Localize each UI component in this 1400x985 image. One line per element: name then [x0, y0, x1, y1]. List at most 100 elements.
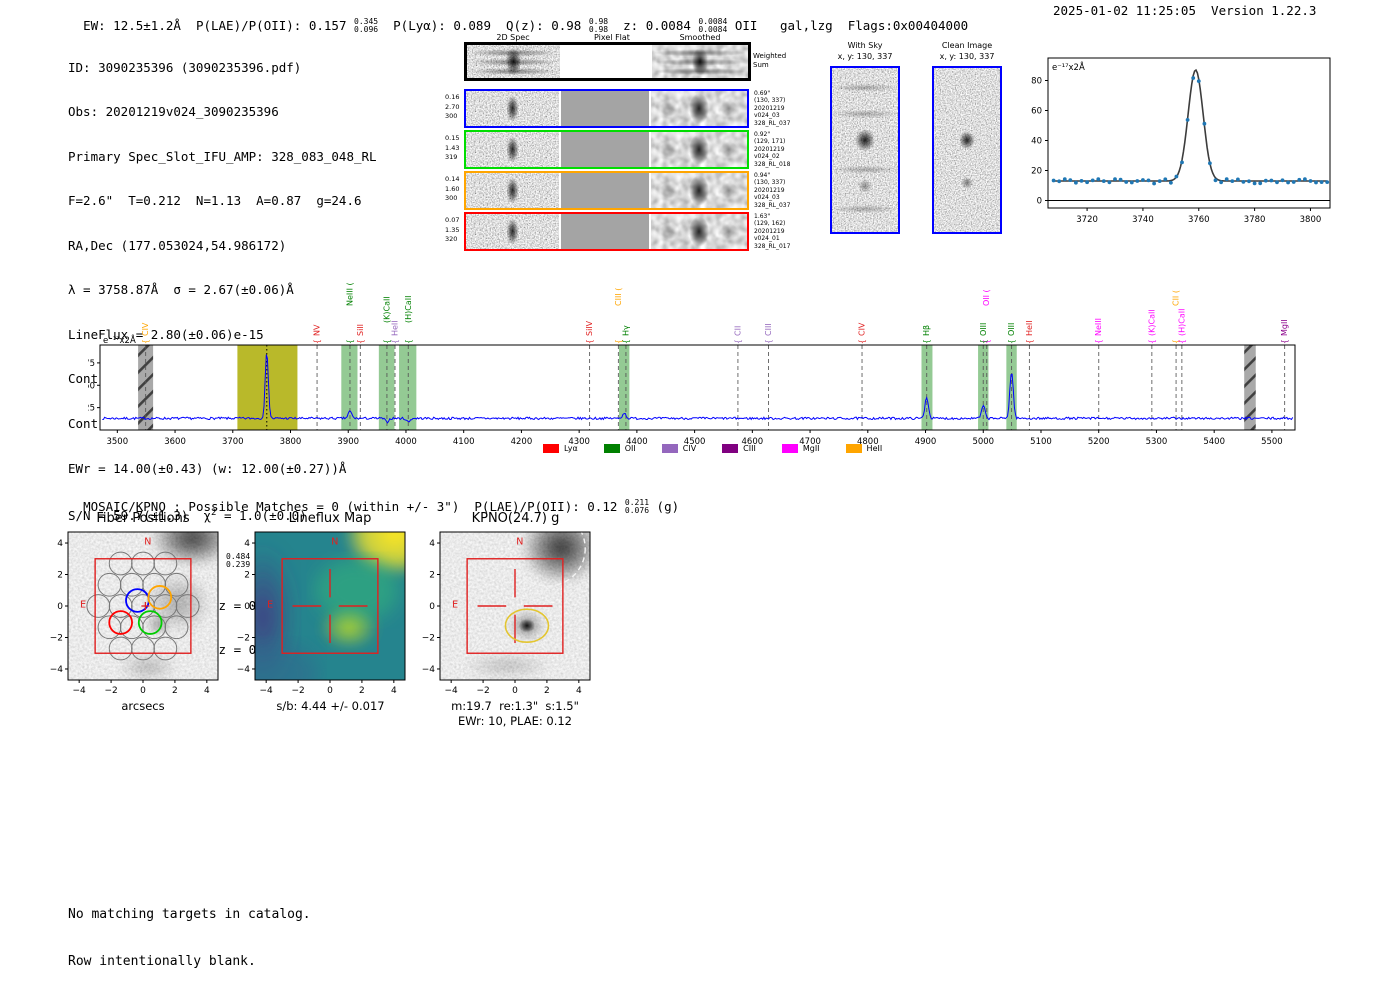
legend-swatch	[722, 444, 739, 453]
flux-units-annotation: e⁻¹⁷x2Å	[1052, 61, 1085, 73]
specB-noise-image	[466, 132, 559, 167]
x-tick-label: 3700	[222, 437, 244, 447]
data-point	[1146, 178, 1151, 183]
y-tick-label: 40	[1031, 137, 1042, 147]
y-tick-label: −2	[237, 633, 250, 643]
with-sky-panel-title: With Sky x, y: 130, 337	[837, 41, 893, 61]
x-tick-label: −2	[291, 686, 304, 696]
faint-blob	[961, 176, 973, 189]
neighbor-aperture-dashed	[509, 532, 586, 587]
fiber-smoothed-image	[651, 214, 747, 249]
line-label-NV: NV	[313, 324, 322, 336]
data-point	[1314, 180, 1318, 185]
data-point	[1169, 180, 1173, 185]
fiber-cutout-row	[464, 212, 749, 251]
data-point	[1219, 180, 1223, 185]
x-tick-label: 3800	[1300, 215, 1322, 225]
clean-image	[932, 66, 1002, 234]
north-label: N	[144, 537, 151, 548]
x-tick-label: 4300	[568, 437, 590, 447]
plae-range: 0.484 0.239	[226, 552, 251, 569]
target-source	[518, 618, 535, 633]
line-bracket: {	[982, 339, 991, 344]
fiber-2d-spec-image	[466, 173, 559, 208]
fiber-2d-spec-image	[466, 91, 559, 126]
clean-image-panel-title: Clean Image x, y: 130, 337	[939, 41, 995, 61]
line-label-KCaII: (K)CaII	[382, 296, 391, 323]
data-point	[1074, 180, 1078, 185]
classification-flags: OII gal,lzg Flags:0x00404000	[727, 18, 969, 33]
pixel-flat-image	[561, 214, 649, 249]
legend-label: OII	[624, 444, 636, 453]
data-point	[1303, 177, 1307, 182]
legend-item-Ly: Lyα	[543, 444, 578, 453]
data-point	[1180, 160, 1184, 165]
line-bracket: {	[585, 339, 594, 344]
y-tick-label: −4	[422, 665, 436, 675]
sky-streak	[832, 109, 898, 118]
source-blob	[505, 47, 522, 76]
data-point	[1191, 76, 1196, 80]
low-flux-region	[255, 642, 318, 680]
full-spectrum-plot: {CIV{NV{NeIII ({SiII{(K)CaII{HeII{(H)CaI…	[88, 282, 1296, 447]
line-label-OIII: OIII	[1007, 323, 1016, 336]
x-tick-label: 4800	[857, 437, 879, 447]
x-tick-label: 0	[327, 686, 333, 696]
zoomed-line-fit-plot: 0 20 40 60 80 3720 3740 3760 3780 3800 e⁻¹⁷x2Å	[1031, 57, 1331, 225]
data-point	[1129, 180, 1134, 185]
source-blob	[692, 47, 708, 76]
line-bracket: {	[1025, 339, 1034, 344]
x-tick-label: 2	[359, 686, 365, 696]
data-point	[1101, 179, 1106, 184]
line-label-HCaII: (H)CaII	[1177, 309, 1186, 336]
masked-region-band	[1244, 345, 1256, 430]
x-tick-label: 5100	[1030, 437, 1052, 447]
data-point	[1247, 179, 1251, 184]
east-label: E	[452, 600, 458, 611]
fiber-row-weights: 0.16 2.70 300	[445, 93, 460, 120]
fiber-cutout-row	[464, 171, 749, 210]
data-point	[1118, 177, 1123, 182]
x-tick-label: 4	[576, 686, 582, 696]
extraction-box	[94, 558, 192, 654]
data-point	[1185, 118, 1190, 122]
north-label: N	[331, 537, 338, 548]
y-tick-label: 0	[57, 602, 63, 612]
line-label-HCaII: (H)CaII	[404, 296, 413, 323]
legend-label: CIII	[743, 444, 756, 453]
mosaic-plae-range: 0.211 0.076	[624, 497, 650, 515]
y-tick-label: 2	[57, 571, 63, 581]
x-tick-label: 5400	[1203, 437, 1225, 447]
y-tick-label: −2	[422, 633, 435, 643]
line-bracket: {	[1147, 339, 1156, 344]
data-point	[1079, 179, 1084, 183]
line-bracket: {	[922, 339, 931, 344]
data-point	[1258, 181, 1263, 186]
y-tick-label: 4	[429, 539, 435, 549]
data-point	[1297, 177, 1302, 182]
data-point	[1196, 79, 1201, 83]
x-tick-label: 0	[512, 686, 518, 696]
x-tick-label: 4000	[395, 437, 417, 447]
line-label-CIII: CIII	[764, 323, 773, 336]
qz-value: Q(z): 0.98	[490, 18, 589, 33]
fiber-circle	[164, 615, 189, 640]
fiber-row-annotation: 0.92" (129, 171) 20201219 v024_02 328_RL_018	[754, 131, 791, 168]
info-ewr: EWr = 14.00(±0.43) (w: 12.00(±0.27))Å	[68, 460, 347, 476]
fiber-row-annotation: 0.94" (130, 337) 20201219 v024_03 328_RL_037	[754, 172, 791, 209]
data-point	[1135, 179, 1140, 183]
line-bracket: {	[1177, 339, 1186, 344]
x-tick-label: 4500	[684, 437, 706, 447]
high-flux-region	[343, 532, 405, 578]
clean-noise-image	[934, 68, 1000, 232]
kpno-cutout-title: KPNO(24.7) g	[471, 511, 560, 526]
data-point	[1051, 178, 1056, 183]
legend-swatch	[661, 444, 678, 453]
info-id: ID: 3090235396 (3090235396.pdf)	[68, 59, 302, 75]
fiber-2d-spec-image	[466, 214, 559, 249]
x-tick-label: 4	[391, 686, 397, 696]
line-label-NeIII: NeIII (	[345, 282, 354, 306]
legend-swatch	[845, 444, 862, 453]
info-lineflux: LineFlux = 2.80(±0.06)e-15	[68, 326, 264, 342]
data-point	[1124, 180, 1129, 184]
